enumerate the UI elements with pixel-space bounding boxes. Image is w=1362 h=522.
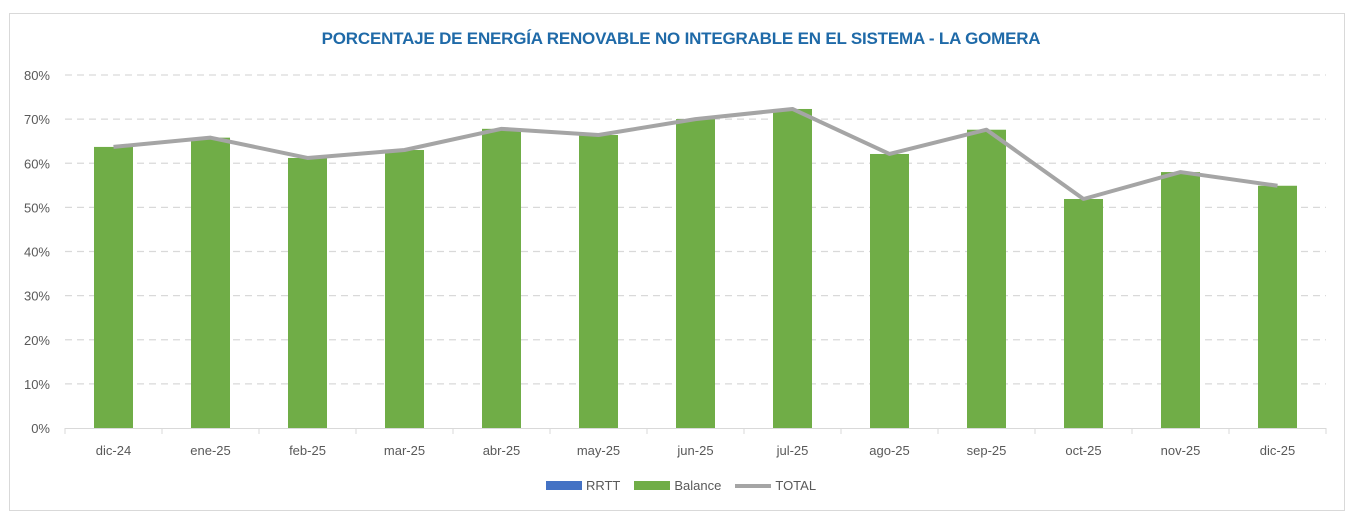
x-axis	[64, 428, 1327, 434]
y-tick-label: 20%	[24, 333, 50, 348]
bar-balance	[1064, 198, 1103, 428]
x-tick-label: ago-25	[869, 443, 909, 458]
y-tick-label: 60%	[24, 156, 50, 171]
legend-swatch-total	[735, 483, 772, 488]
bar-balance	[870, 153, 909, 428]
legend-swatch-rrtt	[545, 481, 582, 490]
x-tick-label: oct-25	[1065, 443, 1101, 458]
x-tick-label: jun-25	[676, 443, 713, 458]
legend-item-rrtt[interactable]: RRTT	[545, 478, 621, 493]
y-tick-label: 70%	[24, 112, 50, 127]
x-tick-label: jul-25	[776, 443, 809, 458]
y-tick-label: 40%	[24, 245, 50, 260]
y-axis: 0% 10% 20% 30% 40% 50% 60% 70% 80%	[24, 68, 50, 436]
legend: RRTT Balance TOTAL	[0, 478, 1362, 493]
bar-balance	[288, 157, 327, 428]
x-tick-label: nov-25	[1161, 443, 1201, 458]
legend-label-rrtt: RRTT	[585, 478, 621, 493]
legend-label-total: TOTAL	[775, 478, 817, 493]
legend-label-balance: Balance	[674, 478, 722, 493]
total-line	[113, 106, 1278, 201]
y-tick-label: 50%	[24, 200, 50, 215]
x-tick-label: dic-25	[1260, 443, 1295, 458]
bar-balance	[773, 108, 812, 428]
legend-item-total[interactable]: TOTAL	[735, 478, 816, 493]
bar-balance	[579, 135, 618, 428]
legend-item-balance[interactable]: Balance	[634, 478, 721, 493]
x-tick-label: sep-25	[967, 443, 1007, 458]
y-tick-label: 80%	[24, 68, 50, 83]
chart-title: PORCENTAJE DE ENERGÍA RENOVABLE NO INTEG…	[321, 29, 1041, 48]
y-tick-label: 10%	[24, 377, 50, 392]
x-tick-label: ene-25	[190, 443, 230, 458]
x-tick-label: mar-25	[384, 443, 425, 458]
x-axis-labels: dic-24 ene-25 feb-25 mar-25 abr-25 may-25 jun-…	[96, 443, 1295, 458]
bar-balance	[967, 129, 1006, 428]
y-tick-label: 30%	[24, 289, 50, 304]
x-tick-label: dic-24	[96, 443, 131, 458]
bar-balance	[385, 150, 424, 428]
bar-balance	[676, 119, 715, 428]
bar-balance	[1258, 185, 1297, 428]
x-tick-label: may-25	[577, 443, 620, 458]
x-tick-label: abr-25	[483, 443, 521, 458]
y-tick-label: 0%	[31, 421, 50, 436]
bar-balance	[191, 137, 230, 428]
legend-swatch-balance	[634, 481, 671, 490]
bars	[94, 108, 1297, 428]
bar-balance	[94, 146, 133, 428]
bar-balance	[482, 128, 521, 428]
x-tick-label: feb-25	[289, 443, 326, 458]
bar-balance	[1161, 172, 1200, 428]
